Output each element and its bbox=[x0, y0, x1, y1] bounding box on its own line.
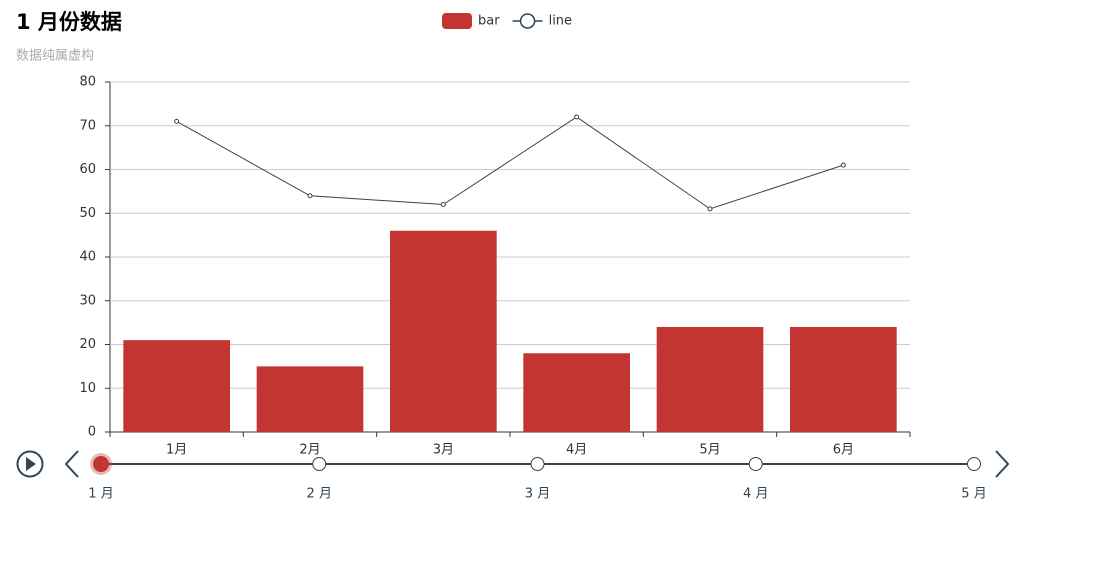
line-point bbox=[307, 193, 313, 199]
timeline-point[interactable] bbox=[530, 457, 545, 471]
timeline-label[interactable]: 1 月 bbox=[88, 487, 113, 502]
legend-label[interactable]: bar bbox=[478, 14, 500, 29]
y-tick-label: 50 bbox=[79, 206, 96, 221]
next-button[interactable] bbox=[995, 450, 1010, 478]
y-tick-label: 20 bbox=[79, 337, 96, 352]
line bbox=[176, 116, 844, 210]
x-tick-label: 6月 bbox=[833, 443, 854, 458]
line-point bbox=[174, 118, 180, 124]
legend-swatch[interactable] bbox=[519, 13, 536, 29]
bar bbox=[256, 366, 364, 432]
y-tick-label: 10 bbox=[79, 381, 96, 396]
y-tick-label: 30 bbox=[79, 293, 96, 308]
bar bbox=[390, 230, 497, 432]
y-tick-label: 40 bbox=[79, 250, 96, 265]
bar bbox=[656, 327, 764, 432]
timeline-label[interactable]: 4 月 bbox=[743, 487, 768, 502]
legend-swatch[interactable] bbox=[442, 13, 472, 29]
y-tick-label: 70 bbox=[79, 118, 96, 133]
timeline-label[interactable]: 3 月 bbox=[525, 487, 550, 502]
chart-title: 1 月份数据 bbox=[16, 10, 122, 34]
x-tick-label: 2月 bbox=[299, 443, 320, 458]
line-point bbox=[574, 114, 580, 120]
bar bbox=[523, 353, 630, 432]
timeline-label[interactable]: 5 月 bbox=[961, 487, 986, 502]
chart-subtitle: 数据纯属虚构 bbox=[16, 49, 94, 64]
legend-label[interactable]: line bbox=[549, 14, 572, 29]
line-point bbox=[840, 162, 846, 168]
timeline-point[interactable] bbox=[312, 457, 327, 471]
play-button[interactable] bbox=[16, 450, 44, 478]
y-tick-label: 80 bbox=[79, 75, 96, 90]
y-tick-label: 60 bbox=[79, 162, 96, 177]
timeline-point[interactable] bbox=[748, 457, 763, 471]
line-point bbox=[707, 206, 713, 212]
bar bbox=[790, 327, 897, 432]
line-point bbox=[440, 202, 446, 207]
bar bbox=[123, 340, 230, 432]
x-tick-label: 4月 bbox=[566, 443, 587, 458]
y-tick-label: 0 bbox=[88, 425, 96, 440]
x-tick-label: 1月 bbox=[166, 443, 187, 458]
prev-button[interactable] bbox=[64, 450, 79, 478]
x-tick-label: 5月 bbox=[699, 443, 720, 458]
timeline-label[interactable]: 2 月 bbox=[307, 487, 332, 502]
timeline-current[interactable] bbox=[93, 456, 109, 472]
x-tick-label: 3月 bbox=[433, 443, 454, 458]
timeline-point[interactable] bbox=[967, 457, 981, 471]
